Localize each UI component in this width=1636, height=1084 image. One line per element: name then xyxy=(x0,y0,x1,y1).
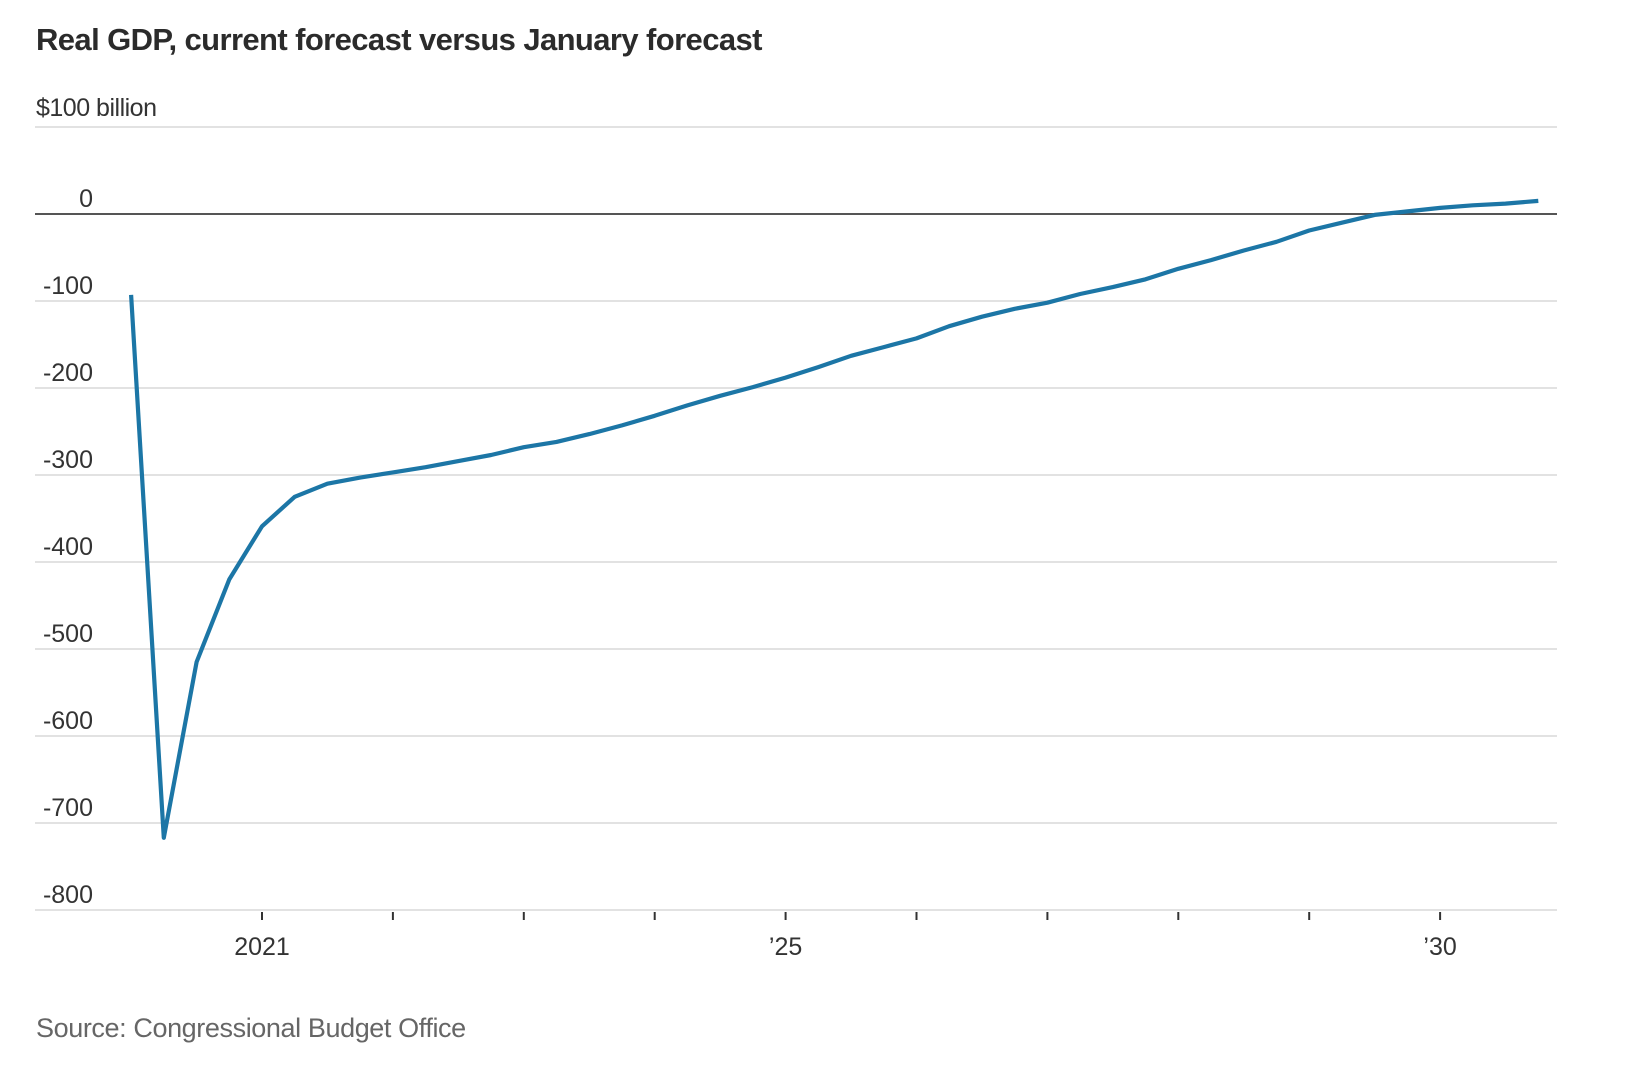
y-tick-label: -800 xyxy=(43,881,93,909)
line-chart: 0 -100 -200 -300 -400 -500 -600 -700 -800 2021 ’2… xyxy=(35,126,1557,961)
x-tick-label: ’30 xyxy=(1423,933,1456,961)
series-line xyxy=(129,198,1539,840)
x-tick-label: 2021 xyxy=(234,933,290,961)
chart-title: Real GDP, current forecast versus Januar… xyxy=(36,22,762,57)
y-tick-label: -400 xyxy=(43,533,93,561)
series xyxy=(129,198,1539,840)
y-tick-label: -500 xyxy=(43,620,93,648)
gridlines xyxy=(35,126,1557,911)
y-axis-tick-labels: 0 -100 -200 -300 -400 -500 -600 -700 -800 xyxy=(43,185,93,909)
y-tick-label: -100 xyxy=(43,272,93,300)
y-tick-label: 0 xyxy=(79,185,93,213)
source-note: Source: Congressional Budget Office xyxy=(36,1013,466,1043)
x-axis: 2021 ’25 ’30 xyxy=(234,912,1457,961)
x-tick-label: ’25 xyxy=(769,933,802,961)
y-tick-label: -300 xyxy=(43,446,93,474)
y-tick-label: -700 xyxy=(43,794,93,822)
y-axis-unit-label: $100 billion xyxy=(36,94,157,122)
y-tick-label: -200 xyxy=(43,359,93,387)
y-tick-label: -600 xyxy=(43,707,93,735)
